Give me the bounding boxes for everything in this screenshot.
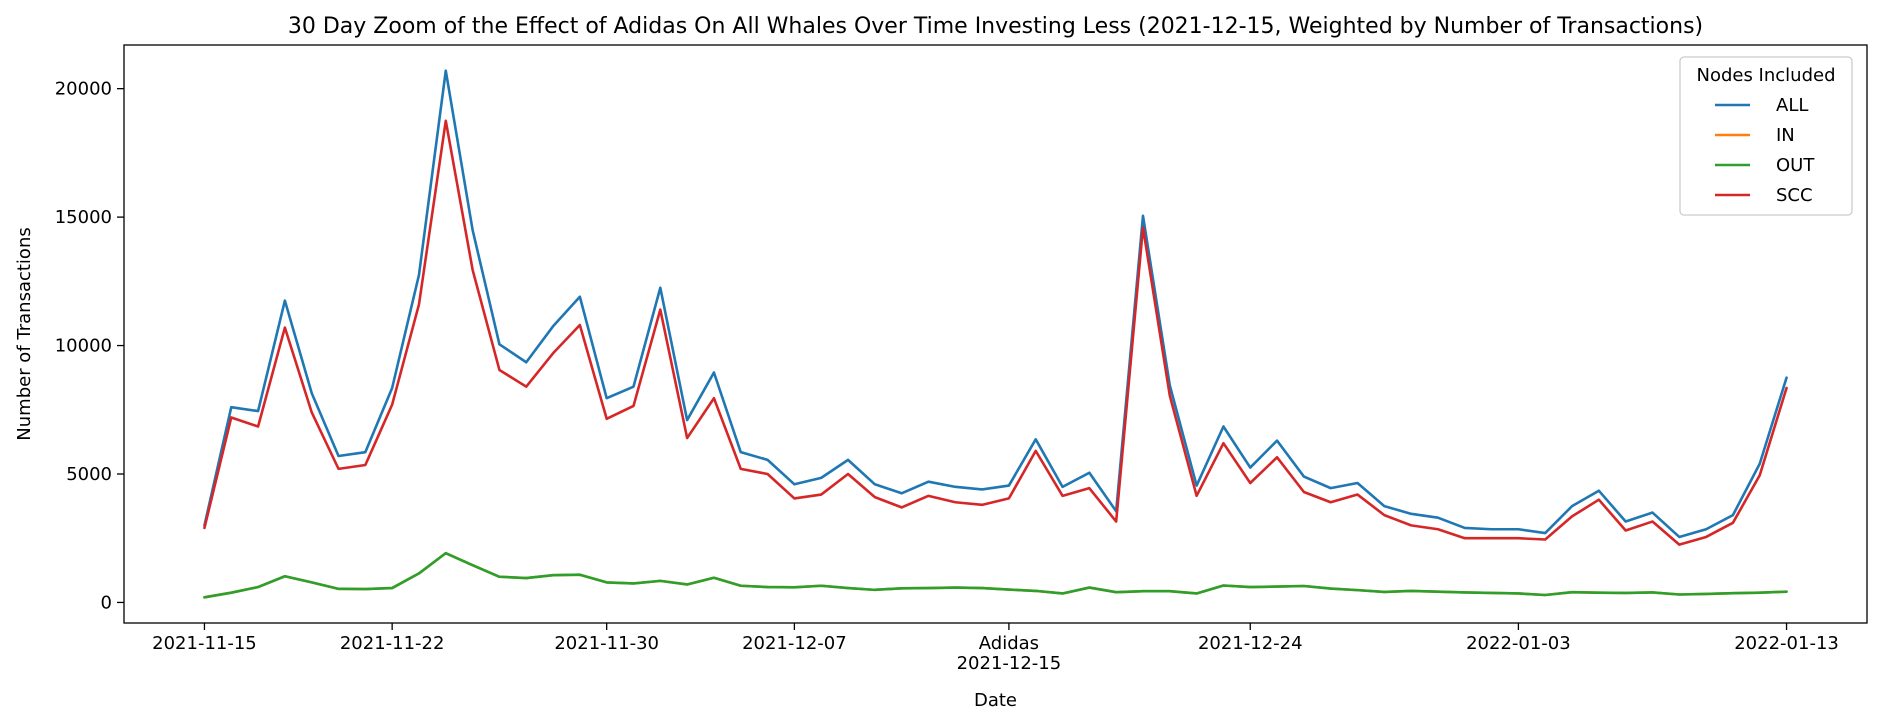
legend: Nodes Included ALL IN OUT SCC	[1679, 56, 1853, 216]
x-tick-label: 2021-12-15	[957, 653, 1062, 674]
x-axis-label: Date	[974, 690, 1017, 711]
y-tick-label: 15000	[55, 207, 112, 228]
legend-entry-out: OUT	[1776, 155, 1815, 176]
x-tick-label: 2021-11-30	[554, 633, 659, 654]
x-tick-label: 2022-01-13	[1734, 633, 1839, 654]
series-line-all	[203, 69, 1788, 539]
y-tick-label: 10000	[55, 336, 112, 357]
y-tick-label: 20000	[55, 79, 112, 100]
legend-box	[1679, 56, 1853, 216]
series-layer	[203, 69, 1788, 599]
series-line-out	[203, 551, 1788, 599]
x-tick-label: 2021-11-22	[340, 633, 445, 654]
x-axis: 2021-11-15 2021-11-22 2021-11-30 2021-12-07…	[152, 623, 1839, 674]
plot-frame	[123, 44, 1868, 624]
y-tick-label: 0	[101, 592, 112, 613]
y-axis: 0 5000 10000 15000 20000	[55, 79, 124, 613]
x-tick-label: 2021-11-15	[152, 633, 257, 654]
legend-entry-scc: SCC	[1776, 185, 1813, 206]
plot-area	[123, 44, 1868, 624]
x-tick-label: 2021-12-07	[742, 633, 847, 654]
legend-entry-all: ALL	[1776, 95, 1808, 116]
event-label: Adidas	[979, 633, 1039, 654]
y-axis-label: Number of Transactions	[14, 227, 35, 440]
y-tick-label: 5000	[66, 464, 112, 485]
chart-title: 30 Day Zoom of the Effect of Adidas On A…	[288, 14, 1703, 39]
x-tick-label: 2022-01-03	[1466, 633, 1571, 654]
x-tick-label: 2021-12-24	[1198, 633, 1303, 654]
legend-title: Nodes Included	[1696, 65, 1835, 86]
series-line-in	[203, 551, 1788, 599]
legend-entry-in: IN	[1776, 125, 1795, 146]
series-line-scc	[203, 119, 1788, 546]
